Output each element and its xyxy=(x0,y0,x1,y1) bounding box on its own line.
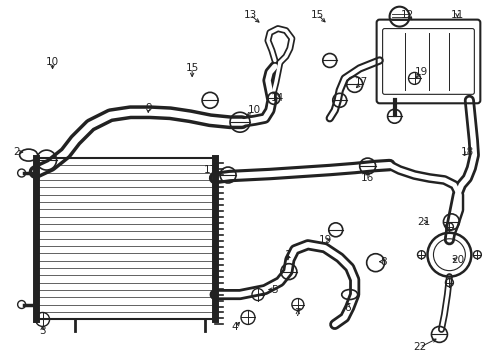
Text: 17: 17 xyxy=(355,77,368,87)
Text: 16: 16 xyxy=(361,173,374,183)
Text: 10: 10 xyxy=(247,105,261,115)
Text: 4: 4 xyxy=(232,323,238,332)
Text: 19: 19 xyxy=(415,67,428,77)
Text: 10: 10 xyxy=(46,58,59,67)
Bar xyxy=(36,158,215,319)
Text: 9: 9 xyxy=(145,103,151,113)
Text: 15: 15 xyxy=(311,10,324,20)
Text: 18: 18 xyxy=(461,147,474,157)
Text: 7: 7 xyxy=(294,309,301,319)
Text: 17: 17 xyxy=(203,165,217,175)
Text: 1: 1 xyxy=(285,250,291,260)
Text: 6: 6 xyxy=(344,302,351,312)
Text: 15: 15 xyxy=(186,63,199,73)
Text: 2: 2 xyxy=(13,147,20,157)
Text: 21: 21 xyxy=(417,217,430,227)
Text: 14: 14 xyxy=(271,93,285,103)
Text: 19: 19 xyxy=(319,235,332,245)
Text: 22: 22 xyxy=(413,342,426,352)
Text: 5: 5 xyxy=(271,284,278,294)
Text: 11: 11 xyxy=(451,10,464,20)
Text: 8: 8 xyxy=(380,257,387,267)
Text: 13: 13 xyxy=(244,10,257,20)
Text: 12: 12 xyxy=(401,10,414,20)
Text: 3: 3 xyxy=(39,327,46,336)
Text: 20: 20 xyxy=(451,255,464,265)
